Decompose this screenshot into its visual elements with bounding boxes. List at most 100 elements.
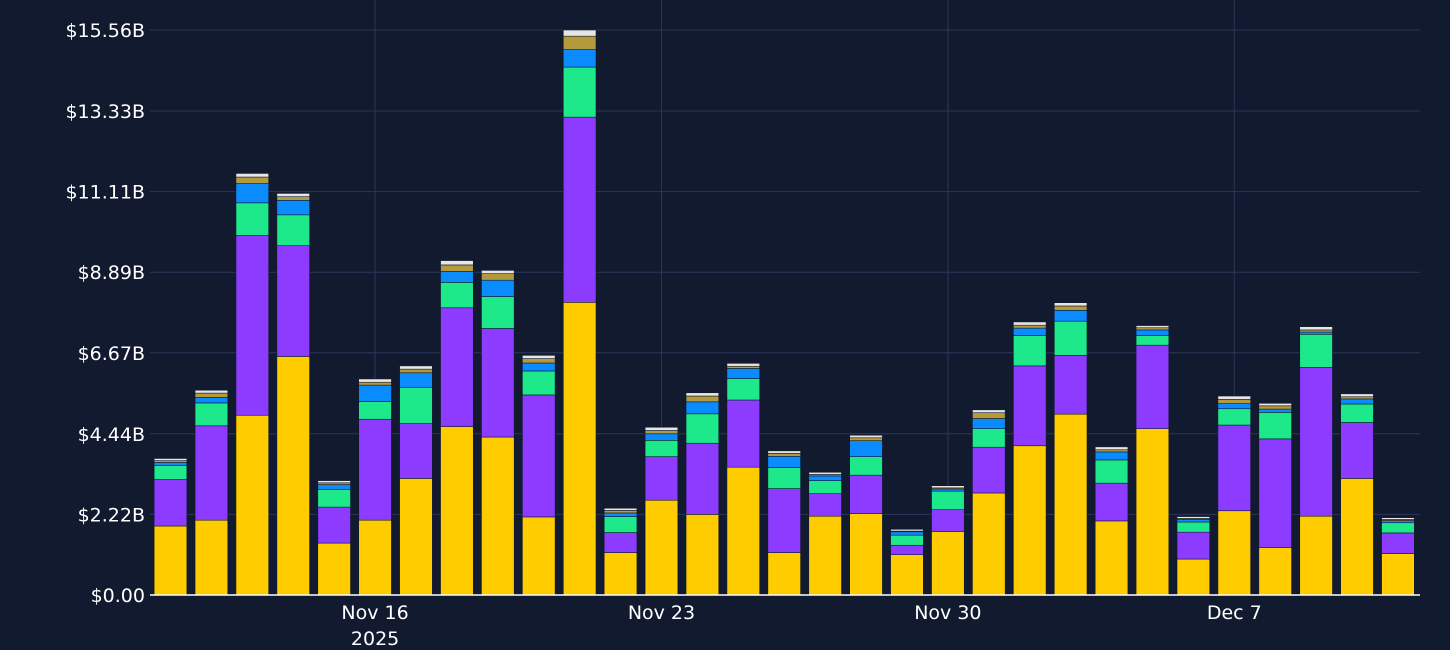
bar-segment-series-3 bbox=[276, 214, 310, 246]
y-tick-label: $13.33B bbox=[65, 101, 145, 123]
bar-segment-series-1 bbox=[1135, 428, 1170, 596]
bar-segment-series-5 bbox=[562, 35, 597, 50]
bar-segment-series-6 bbox=[481, 270, 515, 274]
bar-segment-series-4 bbox=[276, 200, 310, 216]
bar-segment-series-3 bbox=[1135, 335, 1170, 346]
bar-segment-series-1 bbox=[399, 478, 433, 596]
bar-segment-series-6 bbox=[235, 173, 269, 178]
bar-segment-series-1 bbox=[153, 525, 188, 596]
bar-segment-series-3 bbox=[767, 467, 801, 489]
bar-segment-series-6 bbox=[767, 450, 801, 454]
y-tick-label: $8.89B bbox=[78, 262, 145, 284]
bar-segment-series-5 bbox=[726, 365, 760, 369]
bar-segment-series-2 bbox=[685, 442, 720, 515]
bar-segment-series-1 bbox=[972, 492, 1006, 596]
bar-segment-series-5 bbox=[1340, 396, 1374, 400]
bars bbox=[153, 29, 1415, 596]
bar-segment-series-1 bbox=[808, 515, 842, 596]
bar-segment-series-4 bbox=[931, 488, 965, 492]
bar-segment-series-1 bbox=[1340, 478, 1374, 596]
bar-segment-series-5 bbox=[644, 430, 679, 435]
bar-segment-series-4 bbox=[1217, 403, 1251, 410]
tick-labels: $0.00 $2.22B $4.44B $6.67B $8.89B $11.11B $13.… bbox=[65, 20, 1261, 650]
bar-segment-series-5 bbox=[235, 176, 269, 184]
bar-segment-series-5 bbox=[685, 395, 720, 403]
bar-segment-series-5 bbox=[603, 510, 638, 514]
bar-segment-series-2 bbox=[317, 506, 351, 544]
bar-segment-series-6 bbox=[644, 426, 679, 431]
bar-segment-series-5 bbox=[1053, 305, 1088, 311]
bar-segment-series-4 bbox=[481, 279, 515, 297]
bar-segment-series-5 bbox=[767, 453, 801, 457]
bar-segment-series-4 bbox=[562, 49, 597, 68]
bar-segment-series-6 bbox=[603, 507, 638, 511]
bar-segment-series-3 bbox=[1340, 403, 1374, 423]
bar-segment-series-3 bbox=[644, 440, 679, 457]
bar-segment-series-4 bbox=[1381, 520, 1415, 524]
bar-segment-series-5 bbox=[522, 358, 556, 364]
bar-segment-series-4 bbox=[358, 384, 392, 402]
bar-segment-series-2 bbox=[726, 399, 760, 468]
bar-segment-series-1 bbox=[603, 552, 638, 596]
y-tick-label: $6.67B bbox=[78, 343, 145, 365]
bar-segment-series-3 bbox=[399, 386, 433, 424]
bar-segment-series-3 bbox=[685, 413, 720, 444]
bar-segment-series-3 bbox=[522, 370, 556, 396]
bar-segment-series-6 bbox=[153, 458, 188, 461]
bar-segment-series-4 bbox=[767, 455, 801, 468]
bar-segment-series-2 bbox=[1053, 355, 1088, 415]
bar-segment-series-5 bbox=[1258, 405, 1292, 410]
bar-segment-series-2 bbox=[562, 116, 597, 303]
bar-segment-series-6 bbox=[1340, 393, 1374, 398]
bar-segment-series-4 bbox=[972, 418, 1006, 429]
bar-segment-series-6 bbox=[890, 528, 924, 532]
bar-segment-series-1 bbox=[562, 302, 597, 596]
bar-segment-series-5 bbox=[481, 273, 515, 281]
bar-segment-series-4 bbox=[194, 397, 229, 404]
bar-segment-series-1 bbox=[1013, 445, 1047, 596]
bar-segment-series-4 bbox=[1340, 398, 1374, 405]
bar-segment-series-5 bbox=[276, 196, 310, 201]
bar-segment-series-1 bbox=[931, 531, 965, 596]
bar-segment-series-6 bbox=[1381, 517, 1415, 520]
bar-segment-series-3 bbox=[1381, 522, 1415, 534]
bar-segment-series-5 bbox=[358, 381, 392, 386]
bar-segment-series-2 bbox=[1217, 424, 1251, 512]
bar-segment-series-6 bbox=[849, 434, 883, 439]
bar-segment-series-2 bbox=[399, 423, 433, 479]
bar-segment-series-1 bbox=[440, 426, 474, 596]
bar-segment-series-2 bbox=[276, 245, 310, 357]
y-tick-label: $0.00 bbox=[91, 585, 145, 607]
bar-segment-series-2 bbox=[1258, 438, 1292, 548]
bar-segment-series-6 bbox=[1135, 325, 1170, 329]
bar-segment-series-1 bbox=[1176, 558, 1211, 596]
bar-segment-series-1 bbox=[358, 519, 392, 596]
bar-segment-series-2 bbox=[1381, 532, 1415, 554]
y-tick-label: $15.56B bbox=[65, 20, 145, 42]
bar-segment-series-2 bbox=[358, 418, 392, 521]
x-tick-label: Nov 30 bbox=[914, 602, 981, 624]
bar-segment-series-3 bbox=[931, 490, 965, 510]
bar-segment-series-1 bbox=[235, 414, 269, 596]
bar-segment-series-1 bbox=[1299, 515, 1333, 596]
y-tick-label: $11.11B bbox=[65, 182, 145, 204]
bar-segment-series-3 bbox=[1013, 335, 1047, 367]
bar-segment-series-6 bbox=[194, 389, 229, 394]
bar-segment-series-4 bbox=[1299, 331, 1333, 335]
bar-segment-series-1 bbox=[1094, 520, 1129, 596]
bar-segment-series-2 bbox=[1013, 365, 1047, 447]
bar-segment-series-2 bbox=[644, 456, 679, 501]
bar-segment-series-4 bbox=[1094, 451, 1129, 461]
bar-segment-series-3 bbox=[808, 480, 842, 494]
bar-segment-series-5 bbox=[1094, 449, 1129, 453]
bar-segment-series-6 bbox=[1258, 402, 1292, 407]
bar-segment-series-2 bbox=[235, 235, 269, 416]
bar-segment-series-3 bbox=[890, 534, 924, 546]
bar-segment-series-2 bbox=[603, 532, 638, 553]
bar-segment-series-6 bbox=[276, 193, 310, 197]
x-tick-year-label: 2025 bbox=[351, 628, 399, 650]
bar-segment-series-4 bbox=[317, 484, 351, 490]
bar-segment-series-4 bbox=[1176, 519, 1211, 523]
